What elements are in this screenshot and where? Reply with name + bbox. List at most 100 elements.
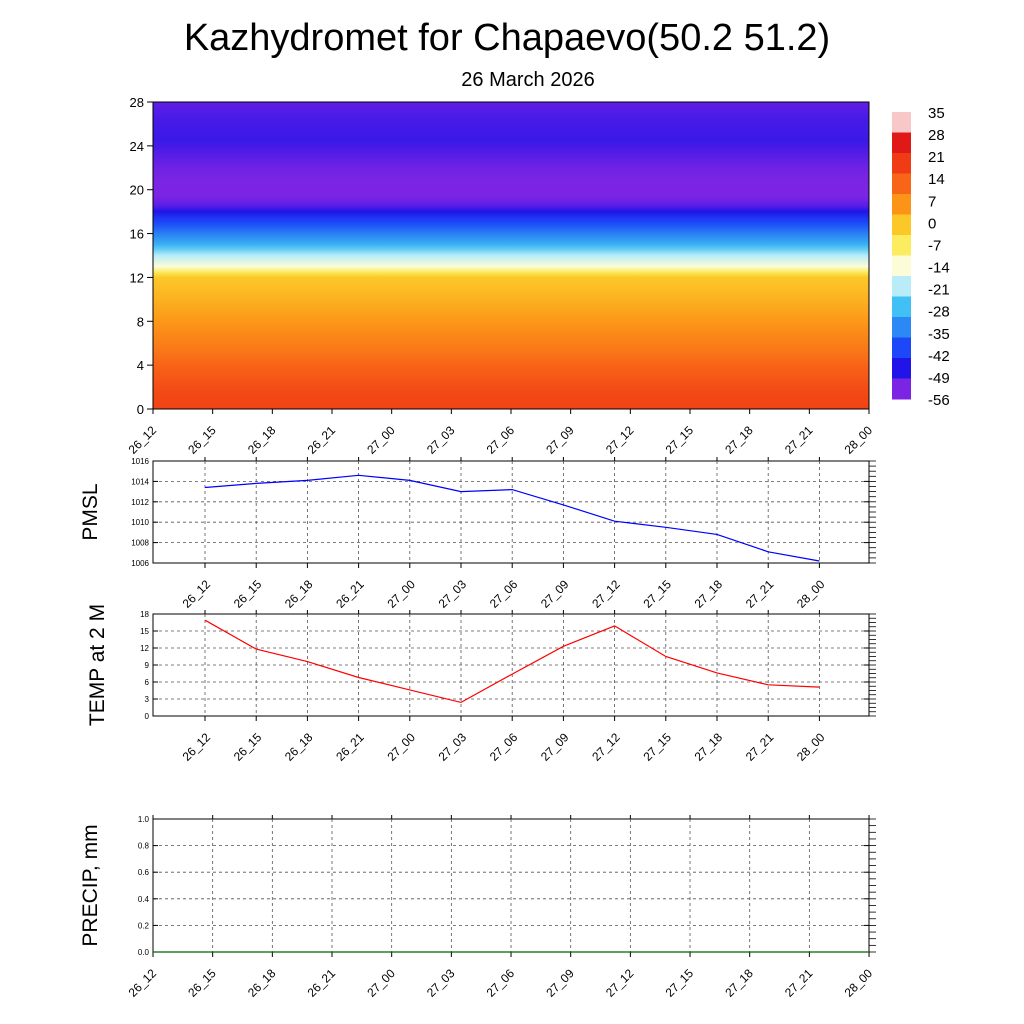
y-tick-label: 0 <box>145 712 150 721</box>
x-tick-label: 27_09 <box>543 423 577 457</box>
y-tick-label: 0 <box>137 402 144 417</box>
x-tick-label: 27_18 <box>692 577 726 611</box>
y-tick-label: 15 <box>140 627 149 636</box>
x-tick-label: 27_21 <box>782 966 816 1000</box>
x-tick-label: 27_18 <box>692 730 726 764</box>
x-tick-label: 27_03 <box>424 966 458 1000</box>
y-tick-label: 9 <box>145 661 150 670</box>
x-tick-label: 27_09 <box>543 966 577 1000</box>
temperature-colorbar: 35 28 21 14 7 0 -7 -14 -21 -28 -35 -42 -49 -56 <box>892 105 950 409</box>
colorbar-swatch <box>892 132 911 154</box>
x-tick-label: 27_12 <box>603 966 637 1000</box>
temperature-field <box>153 102 869 409</box>
colorbar-swatch <box>892 112 911 133</box>
colorbar-swatch <box>892 337 911 359</box>
y-tick-label: 18 <box>140 610 149 619</box>
y-axis-label: PMSL <box>79 483 102 540</box>
y-tick-label: 0.2 <box>138 921 150 930</box>
x-tick-label: 27_15 <box>640 577 674 611</box>
colorbar-label: 14 <box>928 171 945 188</box>
colorbar-swatch <box>892 296 911 318</box>
y-tick-label: 1012 <box>131 498 149 507</box>
x-tick-label: 26_21 <box>333 730 367 764</box>
y-tick-label: 16 <box>130 227 144 242</box>
y-axis-label: TEMP at 2 M <box>86 604 109 726</box>
colorbar-label: -14 <box>928 260 950 277</box>
colorbar-label: -7 <box>928 237 941 254</box>
x-tick-label: 26_18 <box>245 423 279 457</box>
y-tick-label: 3 <box>145 695 150 704</box>
x-tick-label: 26_15 <box>231 577 265 611</box>
x-tick-label: 27_03 <box>436 577 470 611</box>
y-tick-label: 12 <box>140 644 149 653</box>
colorbar-label: -28 <box>928 304 950 321</box>
y-tick-label: 20 <box>130 183 144 198</box>
colorbar-label: -42 <box>928 348 950 365</box>
colorbar-swatch <box>892 276 911 297</box>
x-tick-label: 28_00 <box>794 577 828 611</box>
y-tick-label: 1010 <box>131 518 149 527</box>
chart-title: Kazhydromet for Chapaevo(50.2 51.2) <box>184 17 830 59</box>
x-tick-label: 27_15 <box>640 730 674 764</box>
x-tick-label: 26_18 <box>245 966 279 1000</box>
x-tick-label: 26_12 <box>180 730 214 764</box>
chart-subtitle: 26 March 2026 <box>461 69 594 91</box>
y-tick-label: 6 <box>145 678 150 687</box>
colorbar-swatch <box>892 214 911 236</box>
colorbar-label: 21 <box>928 149 945 166</box>
y-tick-label: 0.0 <box>138 948 150 957</box>
x-tick-label: 26_15 <box>185 423 219 457</box>
series-line <box>204 619 820 704</box>
x-tick-label: 27_00 <box>384 577 418 611</box>
y-tick-label: 4 <box>137 358 144 373</box>
cross-section-panel: 0 4 8 12 16 20 24 28 26_12 26_15 26_18 26_21 27_00 27… <box>126 95 876 457</box>
y-tick-label: 8 <box>137 314 144 329</box>
x-tick-label: 27_15 <box>663 966 697 1000</box>
precip-panel: 26_12 26_15 26_18 26_21 27_00 27_03 27_06 27_09… <box>79 815 876 1000</box>
x-tick-label: 26_21 <box>305 423 339 457</box>
x-tick-label: 27_18 <box>722 966 756 1000</box>
colorbar-label: -49 <box>928 370 950 387</box>
colorbar-swatch <box>892 255 911 277</box>
x-tick-label: 27_00 <box>384 730 418 764</box>
y-tick-label: 28 <box>130 95 144 110</box>
pmsl-panel: 26_12 26_15 26_18 26_21 27_00 27_03 27_06 27_09… <box>79 457 876 611</box>
x-tick-label: 27_12 <box>603 423 637 457</box>
x-tick-label: 26_12 <box>126 423 160 457</box>
x-tick-label: 27_03 <box>436 730 470 764</box>
colorbar-swatch <box>892 173 911 195</box>
colorbar-swatch <box>892 235 911 256</box>
x-tick-label: 27_18 <box>722 423 756 457</box>
y-tick-label: 12 <box>130 270 144 285</box>
x-tick-label: 27_21 <box>743 730 777 764</box>
x-tick-label: 26_12 <box>126 966 160 1000</box>
colorbar-swatch <box>892 317 911 338</box>
x-tick-label: 28_00 <box>794 730 828 764</box>
colorbar-swatch <box>892 378 911 400</box>
x-tick-label: 27_09 <box>538 577 572 611</box>
colorbar-label: 35 <box>928 105 945 122</box>
x-tick-label: 27_21 <box>782 423 816 457</box>
x-tick-label: 27_03 <box>424 423 458 457</box>
x-tick-label: 27_15 <box>663 423 697 457</box>
y-axis-label: PRECIP, mm <box>79 824 102 946</box>
x-tick-label: 26_18 <box>282 577 316 611</box>
x-tick-label: 27_06 <box>484 423 518 457</box>
colorbar-swatch <box>892 153 911 174</box>
x-tick-label: 27_09 <box>538 730 572 764</box>
x-tick-label: 27_06 <box>487 730 521 764</box>
x-tick-label: 26_21 <box>305 966 339 1000</box>
y-tick-label: 1008 <box>131 539 149 548</box>
y-tick-label: 1006 <box>131 559 149 568</box>
plot-frame <box>152 460 870 564</box>
x-tick-label: 27_06 <box>484 966 518 1000</box>
x-tick-label: 27_21 <box>743 577 777 611</box>
x-tick-label: 27_00 <box>364 966 398 1000</box>
x-tick-label: 27_12 <box>589 730 623 764</box>
colorbar-label: -56 <box>928 392 950 409</box>
x-tick-label: 27_06 <box>487 577 521 611</box>
y-tick-label: 24 <box>130 139 144 154</box>
x-tick-label: 26_21 <box>333 577 367 611</box>
colorbar-label: 7 <box>928 193 936 210</box>
x-tick-label: 28_00 <box>842 966 876 1000</box>
